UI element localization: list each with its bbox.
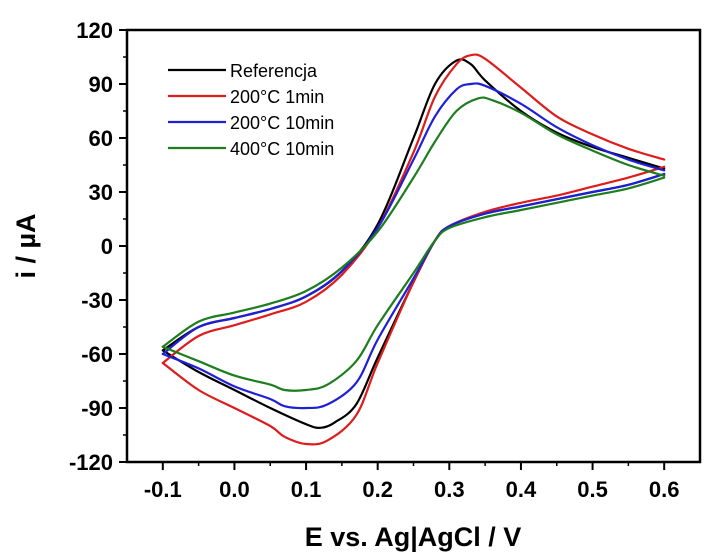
x-tick-label: 0.1 [291, 477, 322, 502]
series-line-400-c-10min-anodic [161, 96, 666, 348]
x-tick-label: 0.2 [362, 477, 393, 502]
x-tick-label: 0.0 [219, 477, 250, 502]
legend-label: 200°C 1min [230, 87, 324, 107]
y-tick-label: -30 [81, 288, 113, 313]
y-tick-label: 0 [101, 234, 113, 259]
x-axis-title: E vs. Ag|AgCl / V [305, 522, 522, 552]
y-tick-label: -120 [69, 450, 113, 475]
y-axis: -120 -90 -60 -30 0 30 60 90 120 [69, 18, 127, 475]
legend-label: 400°C 10min [230, 139, 334, 159]
series-line-200-c-10min-cathodic [161, 172, 666, 410]
series-line-400-c-10min-cathodic [161, 176, 666, 392]
x-tick-label: 0.4 [506, 477, 537, 502]
y-tick-label: 60 [89, 126, 113, 151]
y-tick-label: 90 [89, 72, 113, 97]
legend-label: Referencja [230, 61, 318, 81]
x-tick-label: 0.3 [434, 477, 465, 502]
x-tick-label: 0.5 [577, 477, 608, 502]
y-tick-label: -60 [81, 342, 113, 367]
series-line-200-c-10min-anodic [161, 82, 666, 356]
y-tick-label: 30 [89, 180, 113, 205]
x-axis: -0.1 0.0 0.1 0.2 0.3 0.4 0.5 0.6 [144, 462, 680, 502]
legend-label: 200°C 10min [230, 113, 334, 133]
x-tick-label: 0.6 [649, 477, 680, 502]
y-axis-title: i / µA [11, 213, 41, 278]
series-line-200-c-1min-anodic [161, 53, 666, 365]
y-tick-label: 120 [76, 18, 113, 43]
series-line-200-c-1min-cathodic [161, 165, 666, 446]
series-lines [161, 53, 666, 446]
y-tick-label: -90 [81, 396, 113, 421]
x-tick-label: -0.1 [144, 477, 182, 502]
series-line-referencja-cathodic [161, 172, 666, 429]
legend: Referencja 200°C 1min 200°C 10min 400°C 10m… [168, 61, 334, 159]
